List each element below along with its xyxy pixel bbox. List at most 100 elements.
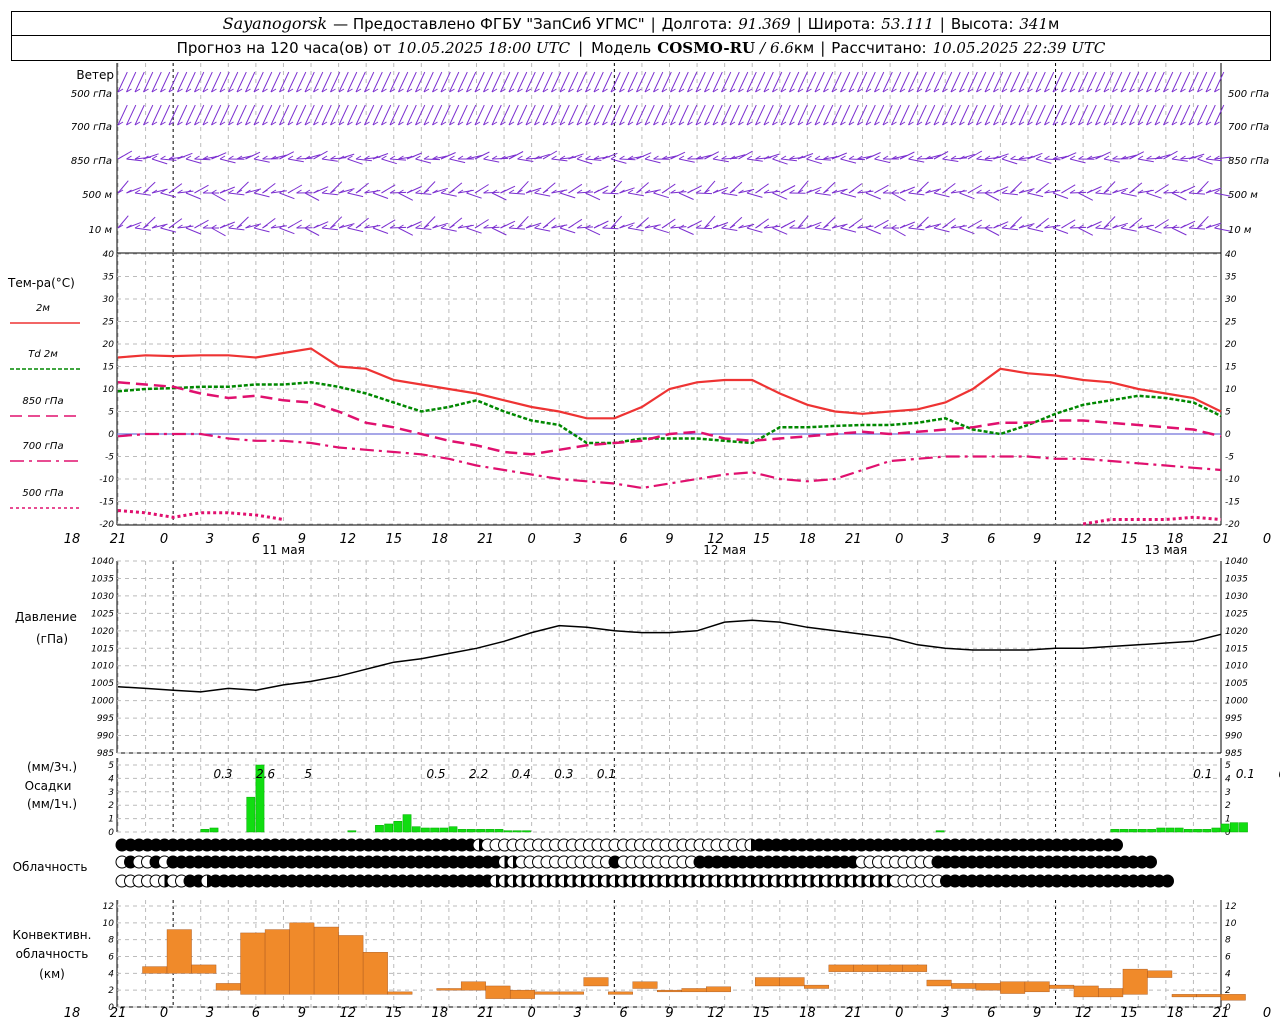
wind-barb-flag — [134, 121, 141, 126]
wind-barb-flag — [729, 88, 736, 93]
wind-barb — [185, 104, 196, 126]
wind-barb-flag — [559, 88, 566, 93]
wind-barb — [1086, 104, 1097, 126]
wind-barb — [627, 192, 644, 197]
wind-barb-flag — [253, 189, 260, 194]
wind-barb — [704, 215, 716, 229]
wind-barb-flag — [1052, 189, 1059, 194]
wind-barb-flag — [432, 121, 438, 126]
wind-barb-flag — [1120, 189, 1127, 194]
wind-level-right: 10 м — [1228, 225, 1252, 236]
wind-barb-flag — [151, 121, 158, 126]
wind-barb-flag — [440, 155, 447, 160]
wind-barb — [729, 104, 740, 126]
wind-barb — [177, 104, 188, 126]
wind-barb-flag — [1146, 224, 1152, 229]
wind-barb — [1171, 227, 1187, 236]
wind-barb-flag — [933, 189, 940, 194]
precip-bar — [1183, 829, 1193, 833]
wind-barb — [916, 181, 929, 194]
wind-barb — [695, 71, 706, 93]
precip-bar — [246, 796, 256, 833]
wind-barb — [517, 215, 529, 229]
conv-cloud-bar — [1147, 970, 1173, 978]
wind-barb — [355, 158, 372, 162]
wind-barb-flag — [806, 155, 812, 160]
wind-barb-flag — [814, 88, 821, 93]
wind-barb-flag — [483, 189, 489, 194]
conv-cloud-bar — [1171, 994, 1197, 998]
wind-barb — [772, 71, 783, 93]
wind-barb-flag — [117, 189, 124, 194]
wind-barb-flag — [857, 189, 863, 194]
wind-barb-flag — [330, 224, 336, 229]
wind-barb — [534, 192, 551, 197]
wind-barb-flag — [517, 189, 523, 194]
wind-barb — [670, 226, 687, 229]
wind-barb-flag — [780, 88, 787, 93]
wind-barb-flag — [1163, 88, 1169, 93]
wind-barb-flag — [143, 224, 149, 229]
wind-barb-flag — [568, 88, 574, 93]
wind-barb — [1010, 71, 1021, 93]
wind-barb — [253, 71, 264, 93]
wind-barb — [585, 192, 601, 201]
wind-barb — [338, 188, 355, 194]
wind-barb — [619, 187, 635, 194]
x-hour-label-0: 15 — [753, 532, 770, 547]
wind-barb-flag — [253, 155, 260, 160]
wind-barb-flag — [491, 121, 498, 126]
wind-barb — [568, 153, 584, 160]
wind-barb — [525, 71, 536, 93]
precip-sum-label: 0.3 — [213, 767, 232, 781]
wind-barb — [568, 71, 579, 93]
wind-barb-flag — [1214, 155, 1220, 160]
wind-barb-flag — [814, 121, 821, 126]
wind-barb-flag — [857, 155, 863, 160]
wind-barb — [1103, 71, 1114, 93]
wind-barb — [534, 227, 551, 232]
wind-barb-flag — [466, 121, 472, 126]
x-hour-label-0: 0 — [160, 532, 168, 547]
wind-barb-flag — [262, 121, 268, 126]
wind-barb — [772, 104, 783, 126]
wind-barb — [1205, 187, 1222, 194]
wind-barb — [245, 188, 262, 194]
wind-barb — [525, 222, 542, 229]
wind-level-right: 850 гПа — [1228, 156, 1269, 167]
x-hour-label-0: 12 — [1075, 532, 1092, 547]
wind-barb-flag — [1027, 224, 1033, 229]
wind-barb — [993, 153, 1009, 160]
wind-barb-flag — [857, 88, 863, 93]
wind-barb-flag — [738, 88, 744, 93]
wind-barb — [1137, 158, 1154, 163]
wind-barb-flag — [721, 88, 727, 93]
wind-barb — [160, 192, 177, 198]
wind-barb-flag — [236, 121, 243, 126]
wind-barb-flag — [925, 121, 931, 126]
wind-barb — [1120, 192, 1137, 197]
wind-barb — [389, 191, 407, 194]
wind-barb-flag — [1197, 224, 1203, 229]
wind-barb-flag — [194, 88, 200, 93]
wind-barb — [933, 227, 950, 233]
wind-barb — [644, 158, 661, 164]
wind-barb-flag — [882, 189, 889, 194]
wind-barb-flag — [1171, 224, 1178, 229]
wind-barb-flag — [1120, 224, 1127, 229]
wind-barb — [321, 158, 338, 162]
wind-barb-flag — [372, 88, 379, 93]
wind-barb — [610, 71, 621, 93]
wind-barb — [653, 192, 669, 199]
wind-barb-flag — [585, 155, 591, 160]
wind-barb — [1154, 71, 1165, 93]
wind-barb — [882, 104, 893, 126]
precip-sum-label: 0.2 — [1278, 767, 1280, 781]
wind-barb-flag — [644, 88, 651, 93]
wind-barb-flag — [763, 224, 770, 229]
wind-barb — [814, 158, 832, 161]
wind-barb — [508, 192, 526, 195]
wind-barb — [678, 104, 689, 126]
wind-barb-flag — [1095, 121, 1101, 126]
wind-barb-flag — [517, 121, 523, 126]
